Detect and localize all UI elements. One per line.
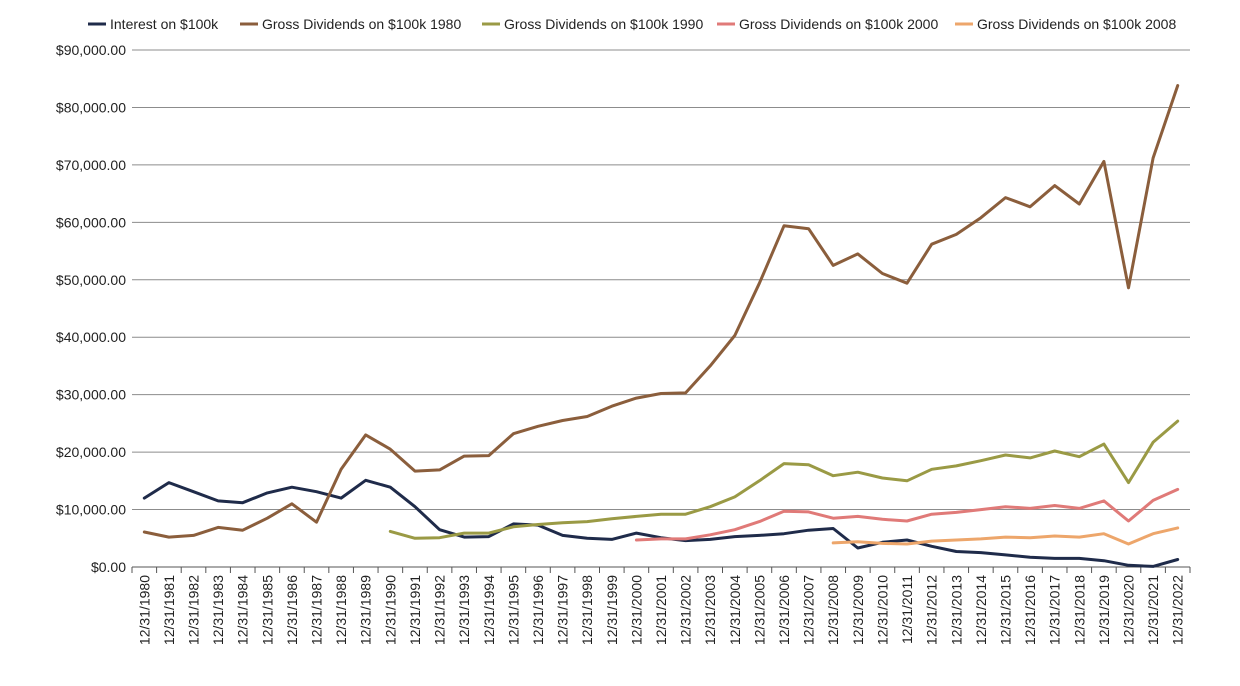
series-line-5 <box>831 526 1180 546</box>
series-line-1 <box>142 478 1180 568</box>
x-tick-label: 12/31/1992 <box>432 575 448 645</box>
gridlines <box>132 49 1190 568</box>
y-tick-label: $10,000.00 <box>56 502 126 518</box>
x-tick-label: 12/31/1994 <box>481 575 497 645</box>
legend-label: Gross Dividends on $100k 2000 <box>739 16 938 32</box>
x-tick-label: 12/31/2018 <box>1071 575 1087 645</box>
x-tick-label: 12/31/2005 <box>751 575 767 645</box>
y-tick-label: $30,000.00 <box>56 387 126 403</box>
x-tick-label: 12/31/1988 <box>333 575 349 645</box>
x-tick-label: 12/31/2003 <box>702 575 718 645</box>
x-tick-label: 12/31/2009 <box>850 575 866 645</box>
x-tick-label: 12/31/2000 <box>628 575 644 645</box>
x-tick-label: 12/31/2016 <box>1022 575 1038 645</box>
legend-label: Gross Dividends on $100k 2008 <box>977 16 1176 32</box>
x-tick-label: 12/31/1984 <box>235 575 251 645</box>
x-tick-label: 12/31/2020 <box>1120 575 1136 645</box>
x-tick-label: 12/31/2006 <box>776 575 792 645</box>
y-tick-label: $60,000.00 <box>56 214 126 230</box>
y-axis: $0.00 $10,000.00 $20,000.00 $30,000.00 $40,0… <box>56 42 126 575</box>
x-tick-label: 12/31/1981 <box>161 575 177 645</box>
x-tick-label: 12/31/1991 <box>407 575 423 645</box>
series-line-3 <box>388 419 1180 540</box>
series-lines <box>142 84 1180 568</box>
x-tick-label: 12/31/1989 <box>358 575 374 645</box>
x-tick-label: 12/31/2007 <box>801 575 817 645</box>
chart-legend: Interest on $100k Gross Dividends on $100… <box>88 16 1176 32</box>
x-tick-label: 12/31/1982 <box>186 575 202 645</box>
x-tick-label: 12/31/2011 <box>899 575 915 644</box>
y-tick-label: $70,000.00 <box>56 157 126 173</box>
x-tick-label: 12/31/2015 <box>997 575 1013 645</box>
y-tick-label: $0.00 <box>91 559 126 575</box>
x-tick-label: 12/31/1996 <box>530 575 546 645</box>
y-tick-label: $40,000.00 <box>56 329 126 345</box>
x-tick-label: 12/31/1986 <box>284 575 300 645</box>
y-tick-label: $90,000.00 <box>56 42 126 58</box>
x-tick-label: 12/31/1980 <box>136 575 152 645</box>
x-tick-label: 12/31/1998 <box>579 575 595 645</box>
x-tick-label: 12/31/2021 <box>1145 575 1161 645</box>
x-axis: 12/31/1980 12/31/1981 12/31/1982 12/31/1983… <box>131 567 1191 645</box>
x-tick-label: 12/31/2022 <box>1170 575 1186 645</box>
x-tick-label: 12/31/2004 <box>727 575 743 645</box>
y-tick-label: $80,000.00 <box>56 99 126 115</box>
x-tick-label: 12/31/1995 <box>505 575 521 645</box>
legend-label: Gross Dividends on $100k 1990 <box>504 16 703 32</box>
x-tick-label: 12/31/1987 <box>309 575 325 645</box>
y-tick-label: $50,000.00 <box>56 272 126 288</box>
x-tick-label: 12/31/1990 <box>382 575 398 645</box>
x-tick-label: 12/31/1999 <box>604 575 620 645</box>
x-tick-label: 12/31/2002 <box>678 575 694 645</box>
x-tick-label: 12/31/2019 <box>1096 575 1112 645</box>
x-tick-label: 12/31/2013 <box>948 575 964 645</box>
series-line-2 <box>142 84 1180 539</box>
x-tick-label: 12/31/2001 <box>653 575 669 645</box>
x-tick-label: 12/31/1997 <box>555 575 571 645</box>
x-tick-label: 12/31/1983 <box>210 575 226 645</box>
legend-label: Gross Dividends on $100k 1980 <box>262 16 461 32</box>
x-tick-label: 12/31/2012 <box>924 575 940 645</box>
legend-label: Interest on $100k <box>110 16 219 32</box>
x-tick-label: 12/31/2010 <box>874 575 890 645</box>
x-tick-label: 12/31/1993 <box>456 575 472 645</box>
x-tick-label: 12/31/2008 <box>825 575 841 645</box>
x-tick-label: 12/31/2014 <box>973 575 989 645</box>
x-tick-label: 12/31/2017 <box>1047 575 1063 645</box>
x-tick-label: 12/31/1985 <box>259 575 275 645</box>
series-line-4 <box>634 487 1180 542</box>
y-tick-label: $20,000.00 <box>56 444 126 460</box>
